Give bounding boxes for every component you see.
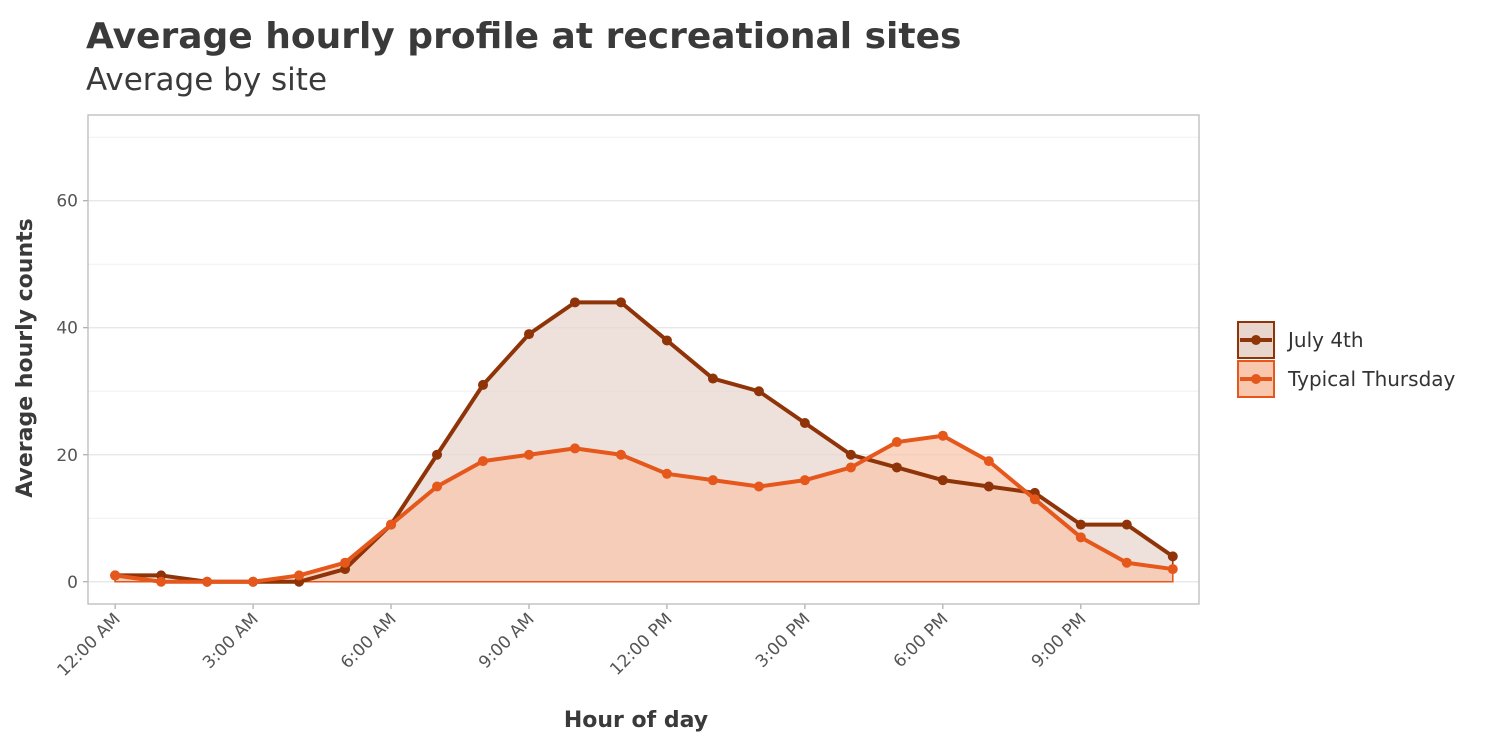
- point: [478, 379, 489, 390]
- x-tick-label: 3:00 PM: [752, 609, 815, 672]
- line: [115, 300, 1174, 584]
- point: [478, 456, 489, 467]
- x-tick-label: 9:00 PM: [1028, 609, 1091, 672]
- point: [340, 557, 351, 568]
- point: [523, 449, 534, 460]
- point: [799, 475, 810, 486]
- point: [523, 329, 534, 340]
- point: [1029, 494, 1040, 505]
- y-tick-label: 20: [56, 446, 78, 466]
- chart-subtitle: Average by site: [86, 62, 327, 98]
- point: [661, 335, 672, 346]
- legend-label: July 4th: [1286, 328, 1364, 352]
- point: [1121, 519, 1132, 530]
- x-tick-label: 12:00 AM: [53, 609, 124, 680]
- point: [1075, 519, 1086, 530]
- point: [1075, 532, 1086, 543]
- line: [114, 433, 1174, 584]
- x-tick-label: 6:00 AM: [337, 609, 401, 673]
- x-tick-label: 3:00 AM: [199, 609, 263, 673]
- y-tick-label: 60: [56, 192, 78, 212]
- point: [983, 456, 994, 467]
- point: [110, 570, 121, 581]
- point: [248, 576, 259, 587]
- plot-border: [87, 114, 1200, 605]
- legend-label: Typical Thursday: [1287, 367, 1456, 391]
- legend-point: [1251, 374, 1261, 384]
- point: [799, 418, 810, 429]
- point: [707, 373, 718, 384]
- point: [615, 297, 626, 308]
- point: [753, 386, 764, 397]
- y-axis-label: Average hourly counts: [13, 218, 38, 497]
- point: [156, 576, 167, 587]
- point: [707, 475, 718, 486]
- point: [845, 462, 856, 473]
- point: [891, 462, 902, 473]
- point: [891, 437, 902, 448]
- point: [386, 519, 397, 530]
- point: [1167, 551, 1178, 562]
- point: [432, 449, 443, 460]
- point: [432, 481, 443, 492]
- point: [615, 449, 626, 460]
- point: [983, 481, 994, 492]
- y-tick-label: 0: [67, 573, 78, 593]
- point: [661, 468, 672, 479]
- point: [845, 449, 856, 460]
- x-tick-label: 9:00 AM: [475, 609, 539, 673]
- x-axis-label: Hour of day: [564, 708, 708, 733]
- point: [569, 297, 580, 308]
- point: [753, 481, 764, 492]
- y-tick-label: 40: [56, 319, 78, 339]
- point: [1167, 564, 1178, 575]
- point: [937, 430, 948, 441]
- x-tick-label: 12:00 PM: [606, 609, 676, 679]
- point: [294, 570, 305, 581]
- legend-point: [1251, 335, 1261, 345]
- point: [937, 475, 948, 486]
- point: [202, 576, 213, 587]
- chart-title: Average hourly profile at recreational s…: [86, 16, 961, 57]
- x-tick-label: 6:00 PM: [890, 609, 953, 672]
- point: [1121, 557, 1132, 568]
- point: [569, 443, 580, 454]
